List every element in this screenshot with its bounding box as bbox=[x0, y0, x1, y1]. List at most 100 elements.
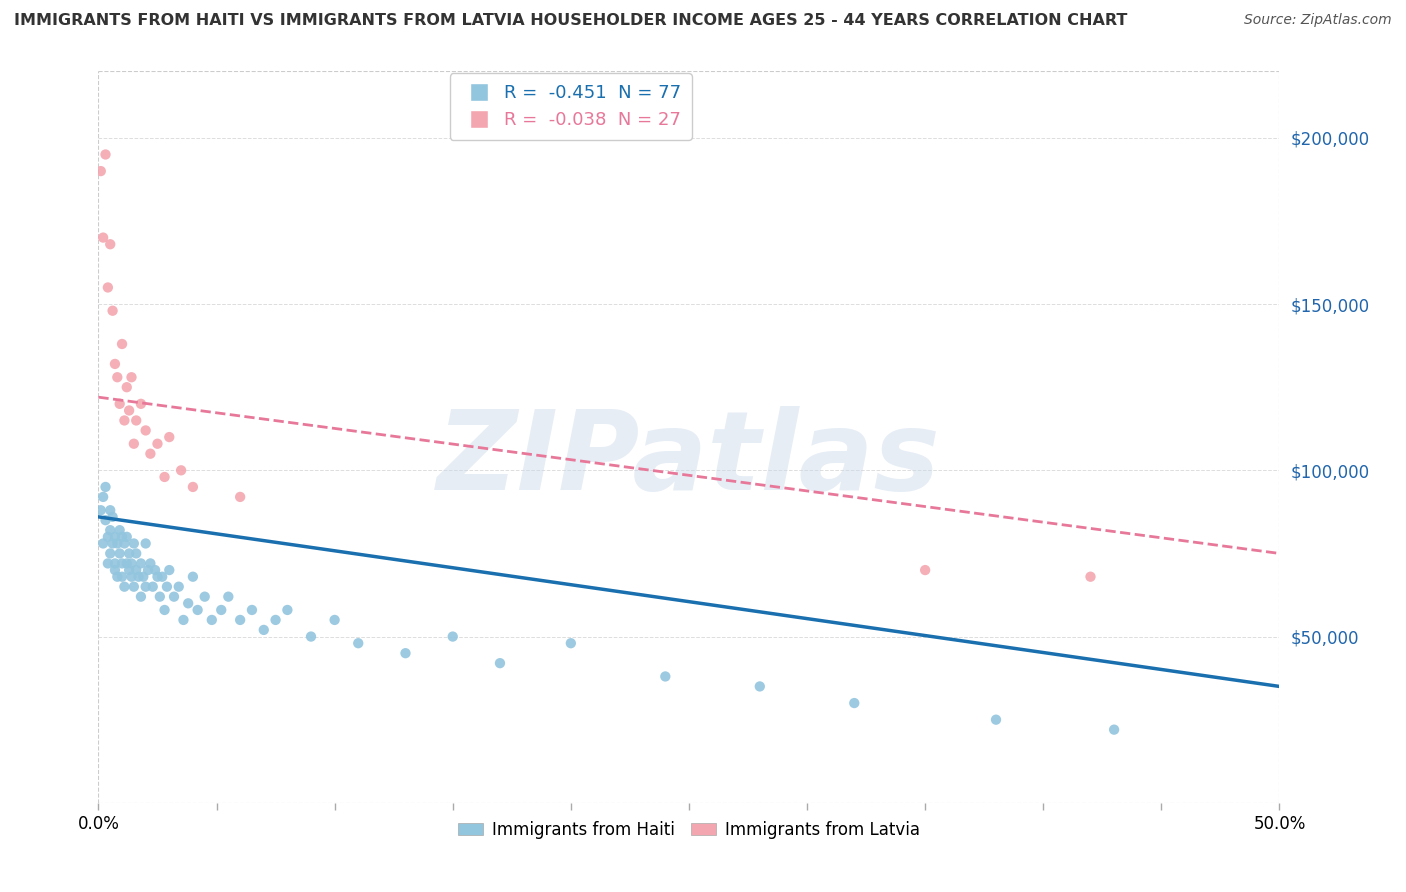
Point bbox=[153, 470, 176, 484]
Point bbox=[104, 557, 127, 571]
Point bbox=[104, 563, 127, 577]
Point bbox=[156, 580, 179, 594]
Point bbox=[128, 570, 150, 584]
Point bbox=[111, 337, 134, 351]
Point bbox=[108, 397, 131, 411]
Point bbox=[229, 613, 252, 627]
Point bbox=[844, 696, 866, 710]
Point bbox=[111, 557, 134, 571]
Point bbox=[139, 557, 162, 571]
Point bbox=[91, 230, 114, 244]
Point bbox=[121, 370, 143, 384]
Point bbox=[187, 603, 209, 617]
Point bbox=[489, 656, 512, 670]
Point bbox=[105, 370, 128, 384]
Point bbox=[149, 590, 172, 604]
Point bbox=[143, 563, 166, 577]
Point bbox=[264, 613, 287, 627]
Point bbox=[135, 424, 157, 438]
Point bbox=[118, 546, 141, 560]
Point bbox=[276, 603, 298, 617]
Point bbox=[97, 557, 120, 571]
Point bbox=[122, 536, 145, 550]
Point bbox=[135, 580, 157, 594]
Point bbox=[323, 613, 346, 627]
Point bbox=[98, 237, 121, 252]
Point bbox=[115, 530, 138, 544]
Point bbox=[94, 513, 117, 527]
Point bbox=[172, 613, 194, 627]
Point bbox=[394, 646, 416, 660]
Text: Source: ZipAtlas.com: Source: ZipAtlas.com bbox=[1244, 13, 1392, 28]
Point bbox=[136, 563, 159, 577]
Point bbox=[105, 536, 128, 550]
Point bbox=[91, 490, 114, 504]
Point bbox=[121, 570, 143, 584]
Point bbox=[209, 603, 232, 617]
Point bbox=[253, 623, 276, 637]
Point bbox=[98, 503, 121, 517]
Point bbox=[101, 509, 124, 524]
Point bbox=[112, 580, 135, 594]
Point bbox=[229, 490, 252, 504]
Point bbox=[129, 397, 152, 411]
Point bbox=[115, 380, 138, 394]
Point bbox=[135, 536, 157, 550]
Point bbox=[181, 480, 204, 494]
Point bbox=[98, 523, 121, 537]
Point bbox=[163, 590, 186, 604]
Point bbox=[1080, 570, 1102, 584]
Point bbox=[139, 447, 162, 461]
Point bbox=[170, 463, 193, 477]
Point bbox=[146, 436, 169, 450]
Point bbox=[142, 580, 165, 594]
Text: ZIPatlas: ZIPatlas bbox=[437, 406, 941, 513]
Point bbox=[560, 636, 582, 650]
Point bbox=[121, 557, 143, 571]
Point bbox=[105, 570, 128, 584]
Point bbox=[125, 563, 148, 577]
Point bbox=[122, 436, 145, 450]
Point bbox=[111, 570, 134, 584]
Point bbox=[157, 563, 180, 577]
Point bbox=[90, 164, 112, 178]
Point bbox=[90, 503, 112, 517]
Point bbox=[125, 413, 148, 427]
Legend: Immigrants from Haiti, Immigrants from Latvia: Immigrants from Haiti, Immigrants from L… bbox=[451, 814, 927, 846]
Point bbox=[111, 530, 134, 544]
Point bbox=[94, 480, 117, 494]
Point bbox=[217, 590, 239, 604]
Point bbox=[129, 557, 152, 571]
Point bbox=[748, 680, 770, 694]
Point bbox=[129, 590, 152, 604]
Point bbox=[1102, 723, 1125, 737]
Point bbox=[914, 563, 936, 577]
Point bbox=[112, 413, 135, 427]
Point bbox=[201, 613, 224, 627]
Point bbox=[122, 580, 145, 594]
Point bbox=[91, 536, 114, 550]
Point bbox=[654, 669, 676, 683]
Point bbox=[984, 713, 1007, 727]
Point bbox=[167, 580, 190, 594]
Point bbox=[104, 357, 127, 371]
Point bbox=[97, 280, 120, 294]
Point bbox=[98, 546, 121, 560]
Point bbox=[240, 603, 263, 617]
Point bbox=[150, 570, 173, 584]
Point bbox=[347, 636, 370, 650]
Point bbox=[194, 590, 217, 604]
Point bbox=[108, 546, 131, 560]
Point bbox=[115, 557, 138, 571]
Point bbox=[441, 630, 464, 644]
Point bbox=[97, 530, 120, 544]
Point bbox=[94, 147, 117, 161]
Text: IMMIGRANTS FROM HAITI VS IMMIGRANTS FROM LATVIA HOUSEHOLDER INCOME AGES 25 - 44 : IMMIGRANTS FROM HAITI VS IMMIGRANTS FROM… bbox=[14, 13, 1128, 29]
Point bbox=[299, 630, 322, 644]
Point bbox=[177, 596, 200, 610]
Point bbox=[146, 570, 169, 584]
Point bbox=[112, 536, 135, 550]
Point bbox=[101, 303, 124, 318]
Point bbox=[132, 570, 155, 584]
Point bbox=[108, 523, 131, 537]
